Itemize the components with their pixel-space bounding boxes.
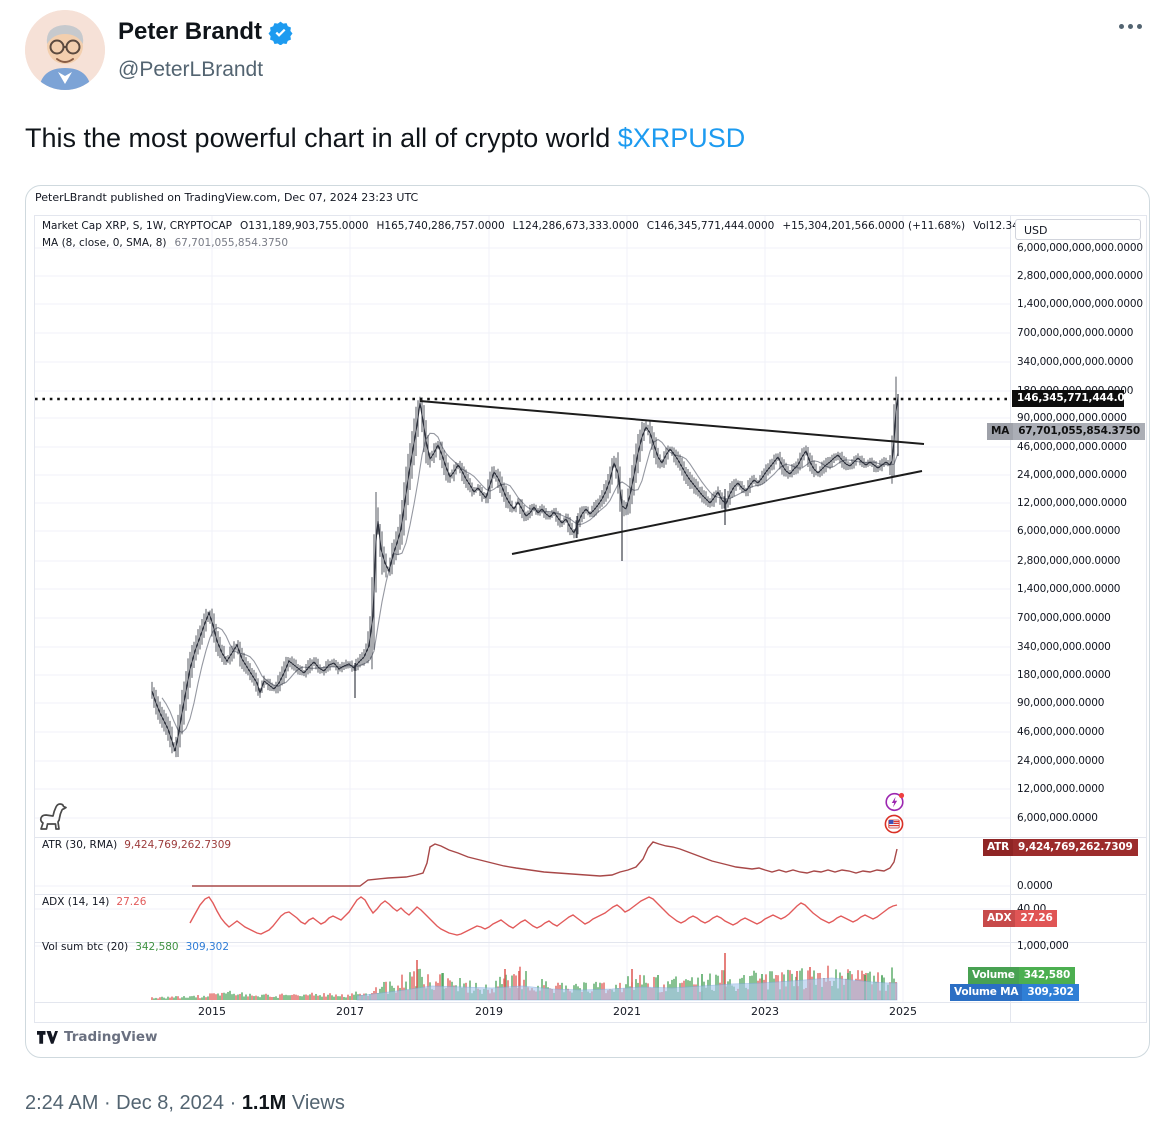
price-scale-tick: 2,800,000,000.0000 xyxy=(1017,555,1121,567)
pane-separator[interactable] xyxy=(35,942,1146,943)
price-scale-tick: 90,000,000.0000 xyxy=(1017,697,1105,709)
tradingview-logo-text: TradingView xyxy=(64,1029,158,1045)
event-flag-icon[interactable] xyxy=(883,813,905,835)
ma-price-badge: MA 67,701,055,854.3750 xyxy=(987,423,1145,440)
adx-value-badge: ADX 27.26 xyxy=(983,910,1058,927)
price-scale-tick: 6,000,000,000,000.0000 xyxy=(1017,242,1143,254)
price-scale-tick: 1,400,000,000.0000 xyxy=(1017,583,1121,595)
time-axis-label: 2023 xyxy=(751,1005,779,1018)
more-dot xyxy=(1119,24,1124,29)
price-scale-tick: 90,000,000,000.0000 xyxy=(1017,412,1127,424)
views-count: 1.1M xyxy=(241,1092,287,1114)
price-scale-tick: 1,000,000 xyxy=(1017,940,1069,952)
tweet-date: Dec 8, 2024 xyxy=(116,1092,225,1114)
atr-value-badge: ATR 9,424,769,262.7309 xyxy=(983,839,1138,856)
price-scale-tick: 340,000,000,000.0000 xyxy=(1017,356,1134,368)
time-axis-label: 2021 xyxy=(613,1005,641,1018)
price-scale-tick: 700,000,000.0000 xyxy=(1017,612,1111,624)
currency-button[interactable]: USD xyxy=(1015,219,1141,240)
more-menu-button[interactable] xyxy=(1113,18,1148,35)
volume-pane xyxy=(35,942,1010,1002)
price-scale-tick: 12,000,000.0000 xyxy=(1017,783,1105,795)
verified-badge-icon xyxy=(268,21,293,45)
price-scale-tick: 6,000,000.0000 xyxy=(1017,812,1098,824)
price-scale[interactable]: USD 6,000,000,000,000.0000 2,800,000,000,… xyxy=(950,216,1147,1022)
atr-pane xyxy=(35,837,1010,894)
tweet-body-text: This the most powerful chart in all of c… xyxy=(25,123,618,153)
time-axis-separator xyxy=(35,1002,1146,1003)
avatar-illustration xyxy=(25,10,105,90)
price-pane xyxy=(35,216,1010,837)
footer-separator: · xyxy=(229,1092,242,1114)
volume-ma-value-badge: Volume MA 309,302 xyxy=(950,984,1079,1001)
user-handle[interactable]: @PeterLBrandt xyxy=(118,58,264,81)
pane-separator[interactable] xyxy=(35,837,1146,838)
price-scale-tick: 46,000,000,000.0000 xyxy=(1017,441,1127,453)
current-price-badge: 146,345,771,444.0000 xyxy=(1012,389,1146,407)
pane-separator[interactable] xyxy=(35,894,1146,895)
price-scale-tick: 12,000,000,000.0000 xyxy=(1017,497,1127,509)
views-label: Views xyxy=(291,1092,345,1114)
tradingview-logo-icon xyxy=(37,1030,58,1044)
tradingview-logo[interactable]: TradingView xyxy=(37,1029,158,1045)
price-scale-tick: 6,000,000,000.0000 xyxy=(1017,525,1121,537)
price-scale-tick: 2,800,000,000,000.0000 xyxy=(1017,270,1143,282)
time-axis-label: 2015 xyxy=(198,1005,226,1018)
volume-value-badge: Volume 342,580 xyxy=(968,967,1076,984)
tradingview-chart: Market Cap XRP, S, 1W, CRYPTOCAP O131,18… xyxy=(34,215,1147,1023)
time-axis-label: 2017 xyxy=(336,1005,364,1018)
price-scale-tick: 1,400,000,000,000.0000 xyxy=(1017,298,1143,310)
price-scale-tick: 24,000,000.0000 xyxy=(1017,755,1105,767)
footer-separator: · xyxy=(103,1092,117,1114)
adx-pane xyxy=(35,894,1010,942)
display-name[interactable]: Peter Brandt xyxy=(118,18,263,45)
price-scale-tick: 0.0000 xyxy=(1017,880,1053,892)
price-scale-tick: 24,000,000,000.0000 xyxy=(1017,469,1127,481)
more-dot xyxy=(1137,24,1142,29)
price-scale-tick: 340,000,000.0000 xyxy=(1017,641,1111,653)
time-axis-label: 2019 xyxy=(475,1005,503,1018)
price-scale-separator xyxy=(1010,216,1011,1022)
price-scale-tick: 180,000,000.0000 xyxy=(1017,669,1111,681)
tweet-time: 2:24 AM xyxy=(25,1092,99,1114)
event-lightning-icon[interactable] xyxy=(884,791,906,813)
tweet-media-chart[interactable]: PeterLBrandt published on TradingView.co… xyxy=(25,185,1150,1058)
tweet-header: Peter Brandt @PeterLBrandt xyxy=(25,8,1150,98)
avatar[interactable] xyxy=(25,10,105,90)
time-axis-label: 2025 xyxy=(889,1005,917,1018)
tweet-footer: 2:24 AM · Dec 8, 2024 · 1.1M Views xyxy=(25,1092,345,1115)
tweet-body: This the most powerful chart in all of c… xyxy=(25,120,1150,156)
more-dot xyxy=(1128,24,1133,29)
price-scale-tick: 700,000,000,000.0000 xyxy=(1017,327,1134,339)
chart-attribution: PeterLBrandt published on TradingView.co… xyxy=(35,191,419,204)
time-axis[interactable]: 2015 2017 2019 2021 2023 2025 xyxy=(35,1002,1010,1023)
cashtag-link[interactable]: $XRPUSD xyxy=(617,123,746,153)
price-scale-tick: 46,000,000.0000 xyxy=(1017,726,1105,738)
